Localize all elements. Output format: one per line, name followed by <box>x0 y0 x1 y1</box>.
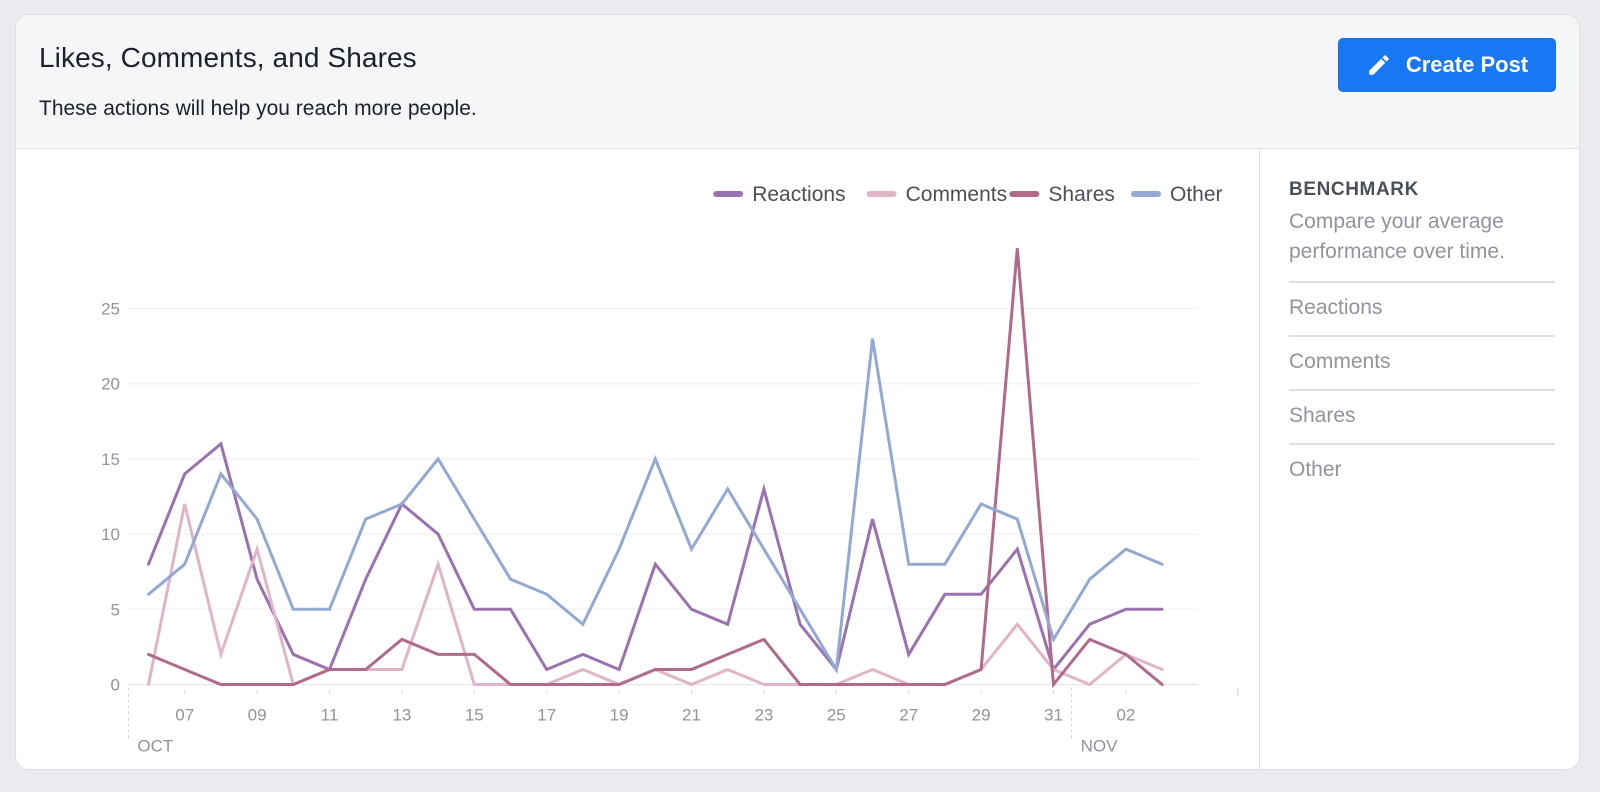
series-line-other <box>147 338 1164 675</box>
benchmark-title: BENCHMARK <box>1289 179 1419 200</box>
y-tick-label-5: 5 <box>111 600 120 619</box>
x-tick-label-15: 15 <box>465 706 484 725</box>
vertical-divider <box>1259 149 1260 769</box>
legend-label-shares[interactable]: Shares <box>1048 183 1115 206</box>
legend-label-reactions[interactable]: Reactions <box>752 183 845 206</box>
y-tick-label-20: 20 <box>101 375 120 394</box>
benchmark-item-reactions[interactable]: Reactions <box>1289 283 1555 337</box>
card-title: Likes, Comments, and Shares <box>39 42 417 73</box>
y-tick-label-0: 0 <box>111 676 120 695</box>
benchmark-item-shares[interactable]: Shares <box>1289 391 1555 445</box>
x-tick-label-25: 25 <box>827 706 846 725</box>
series-line-reactions <box>147 441 1164 673</box>
y-tick-label-25: 25 <box>101 300 120 319</box>
x-tick-label-02: 02 <box>1116 706 1135 725</box>
month-label-nov: NOV <box>1081 737 1119 756</box>
card-subtitle: These actions will help you reach more p… <box>39 97 477 120</box>
benchmark-panel: BENCHMARK Compare your average performan… <box>1289 149 1555 499</box>
y-tick-label-10: 10 <box>101 525 120 544</box>
legend-label-other[interactable]: Other <box>1170 183 1223 206</box>
x-tick-label-21: 21 <box>682 706 701 725</box>
month-label-oct: OCT <box>137 737 173 756</box>
x-tick-label-07: 07 <box>175 706 194 725</box>
card-header: Likes, Comments, and Shares These action… <box>16 15 1579 149</box>
benchmark-item-comments[interactable]: Comments <box>1289 337 1555 391</box>
line-chart: 0 5 10 15 20 25 07 09 11 13 15 17 19 21 23 25 27 29 31 02 OC… <box>101 183 1239 756</box>
series-line-shares <box>147 248 1164 689</box>
x-tick-label-19: 19 <box>610 706 629 725</box>
x-tick-label-31: 31 <box>1044 706 1063 725</box>
create-post-label: Create Post <box>1405 52 1529 77</box>
benchmark-item-other[interactable]: Other <box>1289 458 1342 481</box>
x-tick-label-29: 29 <box>972 706 991 725</box>
x-tick-label-11: 11 <box>321 706 339 725</box>
y-tick-label-15: 15 <box>101 450 120 469</box>
create-post-button[interactable]: Create Post <box>1338 38 1556 92</box>
x-tick-label-13: 13 <box>392 706 411 725</box>
benchmark-description: Compare your average performance over ti… <box>1289 207 1555 283</box>
x-tick-label-23: 23 <box>754 706 773 725</box>
x-tick-label-09: 09 <box>248 706 267 725</box>
pencil-icon <box>1369 55 1389 75</box>
likes-comments-shares-card: Likes, Comments, and Shares These action… <box>15 14 1580 770</box>
x-tick-label-27: 27 <box>899 706 918 725</box>
x-tick-label-17: 17 <box>537 706 556 725</box>
chart-area: 0 5 10 15 20 25 07 09 11 13 15 17 19 21 23 25 27 29 31 02 OC… <box>16 149 1259 769</box>
legend-label-comments[interactable]: Comments <box>906 183 1008 206</box>
